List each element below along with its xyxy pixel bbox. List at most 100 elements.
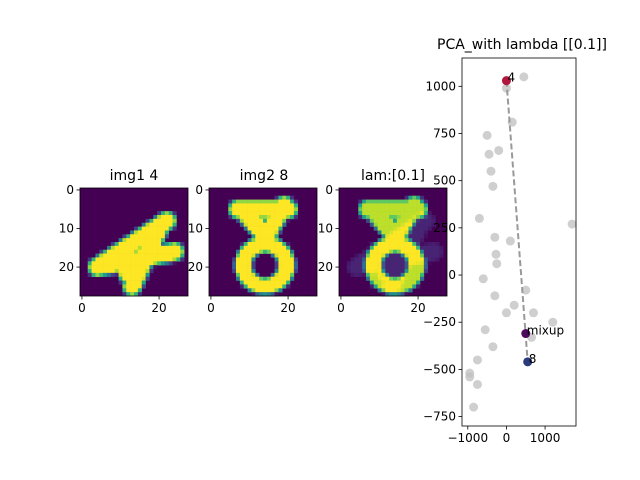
heatmap-cell (239, 245, 245, 251)
heatmap-cell (420, 207, 425, 212)
heatmap-cell (346, 269, 351, 274)
heatmap-cell (263, 238, 268, 243)
heatmap-cell (141, 230, 146, 235)
heatmap-cell (153, 249, 158, 254)
heatmap-cell (385, 276, 390, 281)
heatmap-cell (393, 230, 398, 235)
heatmap-cell (358, 269, 363, 274)
heatmap-cell (145, 234, 150, 239)
heatmap-cell (408, 211, 413, 216)
heatmap-cell (286, 242, 291, 247)
heatmap-cell (290, 265, 295, 270)
heatmap-cell (408, 261, 413, 266)
heatmap-cell (377, 211, 382, 216)
heatmap-cell (393, 207, 398, 212)
heatmap-cell (278, 276, 283, 281)
point-annotation: 8 (529, 352, 537, 366)
heatmap-cell (377, 272, 382, 278)
heatmap-cell (274, 218, 279, 224)
heatmap-cell (263, 199, 268, 204)
heatmap-cell (110, 253, 116, 258)
heatmap-cell (393, 257, 398, 262)
heatmap-cell (228, 211, 233, 216)
heatmap-cell (366, 245, 371, 251)
heatmap-cell (408, 234, 413, 239)
heatmap-cell (149, 249, 154, 254)
heatmap-cell (153, 222, 158, 227)
heatmap-cell (122, 257, 127, 262)
heatmap-cell (114, 272, 119, 278)
heatmap-cell (408, 199, 413, 204)
heatmap-cell (373, 242, 378, 247)
heatmap-cell (110, 245, 116, 251)
heatmap-cell (259, 238, 264, 243)
heatmap-cell (282, 242, 287, 247)
heatmap-cell (274, 203, 279, 208)
heatmap-cell (408, 269, 413, 274)
heatmap-cell (420, 234, 425, 239)
heatmap-cell (404, 215, 409, 220)
heatmap-cell (408, 242, 413, 247)
heatmap-cell (232, 207, 237, 212)
heatmap-cell (358, 265, 363, 270)
heatmap-cell (168, 245, 173, 251)
heatmap-cell (126, 292, 131, 297)
heatmap-cell (423, 218, 429, 224)
heatmap-cell (416, 280, 421, 285)
heatmap-cell (385, 226, 390, 231)
heatmap-cell (404, 230, 409, 235)
heatmap-cell (274, 257, 279, 262)
heatmap-cell (247, 288, 252, 293)
heatmap-cell (134, 242, 139, 247)
heatmap-cell (435, 257, 440, 262)
heatmap-cell (270, 211, 275, 216)
heatmap-cell (408, 207, 413, 212)
heatmap-cell (393, 280, 398, 285)
heatmap-cell (95, 261, 100, 266)
heatmap-cell (408, 215, 413, 220)
heatmap-cell (412, 269, 417, 274)
heatmap-cell (141, 276, 146, 281)
heatmap-cell (247, 249, 252, 254)
heatmap-cell (118, 272, 123, 278)
heatmap-cell (141, 253, 146, 258)
heatmap-cell (145, 245, 150, 251)
heatmap-cell (393, 211, 398, 216)
heatmap-cell (274, 207, 279, 212)
heatmap-cell (251, 257, 256, 262)
heatmap-cell (110, 257, 116, 262)
heatmap-cell (259, 199, 264, 204)
heatmap-cell (369, 218, 375, 224)
heatmap-cell (141, 272, 146, 278)
heatmap-cell (243, 280, 248, 285)
heatmap-cell (274, 199, 279, 204)
heatmap-cell (247, 276, 252, 281)
heatmap-cell (259, 249, 264, 254)
heatmap-cell (416, 272, 421, 278)
heatmap-cell (290, 276, 295, 281)
heatmap-cell (389, 257, 394, 262)
heatmap-cell (274, 195, 279, 200)
heatmap-cell (137, 238, 143, 243)
heatmap-cell (126, 234, 131, 239)
heatmap-cell (270, 242, 275, 247)
heatmap-cell (172, 211, 177, 216)
heatmap-cell (247, 230, 252, 235)
heatmap-cell (243, 218, 248, 224)
heatmap-cell (431, 257, 436, 262)
heatmap-cell (232, 203, 237, 208)
heatmap-cell (373, 226, 378, 231)
heatmap-cell (373, 199, 378, 204)
heatmap-cell (239, 272, 245, 278)
heatmap-cell (118, 242, 123, 247)
heatmap-cell (168, 215, 173, 220)
heatmap-cell (157, 261, 162, 266)
heatmap-cell (110, 249, 116, 254)
heatmap-cell (400, 269, 405, 274)
heatmap-cell (420, 199, 425, 204)
heatmap-cell (270, 218, 275, 224)
y-tick-label: 10 (188, 222, 203, 236)
heatmap-cell (259, 230, 264, 235)
heatmap-cell (290, 272, 295, 278)
heatmap-cell (366, 253, 371, 258)
